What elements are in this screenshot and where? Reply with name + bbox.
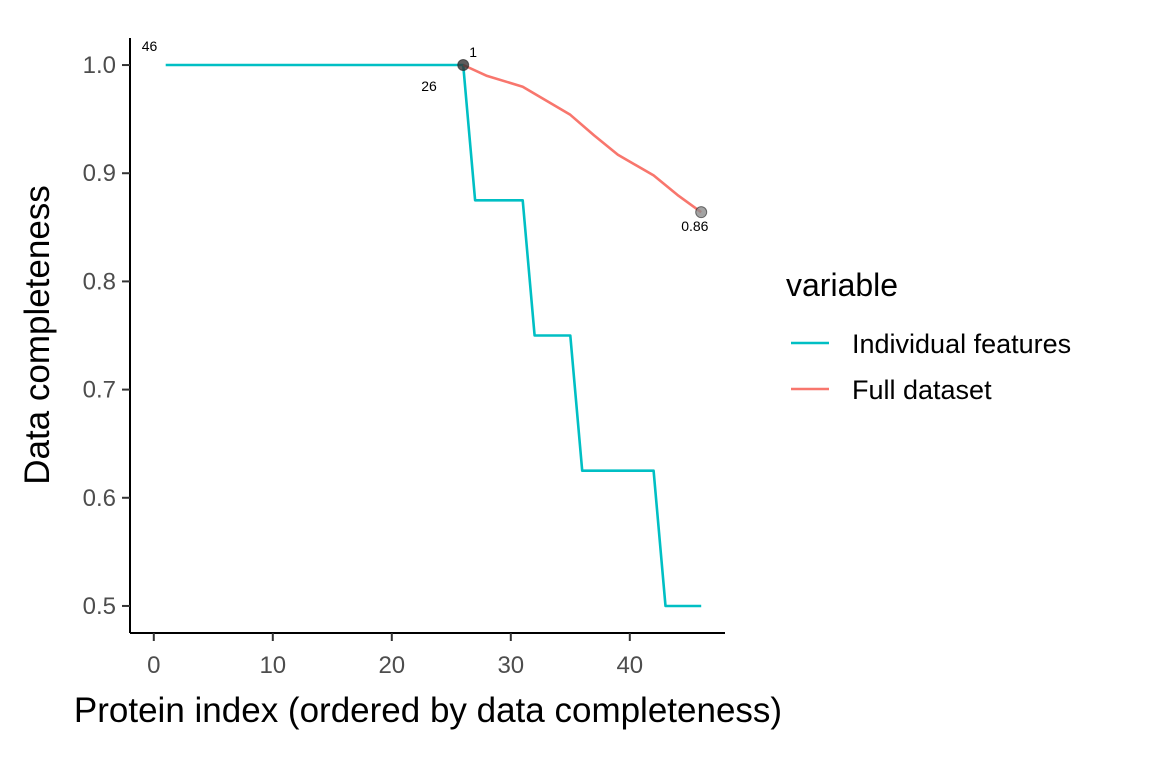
legend-title: variable (786, 267, 898, 303)
y-tick-label: 0.8 (83, 268, 116, 295)
y-tick-label: 1.0 (83, 52, 116, 79)
x-tick-label: 40 (616, 652, 643, 679)
series-line-individual-features (165, 63, 702, 608)
annotations: 46 1 26 0.86 (142, 38, 709, 234)
legend-label: Individual features (852, 329, 1071, 359)
y-tick-label: 0.6 (83, 485, 116, 512)
y-tick-label: 0.9 (83, 160, 116, 187)
x-tick-label: 0 (147, 652, 160, 679)
annotation-label: 26 (421, 78, 437, 94)
y-axis-title: Data completeness (18, 185, 57, 485)
tick-labels: 0 10 20 30 40 0.5 0.6 0.7 0.8 0.9 1.0 (83, 52, 644, 679)
annotation-label: 1 (469, 44, 477, 60)
x-axis-title: Protein index (ordered by data completen… (74, 691, 782, 730)
data-marks (165, 59, 708, 608)
x-tick-label: 20 (378, 652, 405, 679)
legend-entries: Individual features Full dataset (791, 329, 1071, 405)
y-tick-label: 0.5 (83, 593, 116, 620)
annotation-label: 0.86 (681, 218, 708, 234)
x-tick-label: 10 (259, 652, 286, 679)
point-marker (695, 206, 708, 219)
x-tick-label: 30 (497, 652, 524, 679)
annotation-label: 46 (142, 38, 158, 54)
series-line-full-dataset (462, 63, 702, 214)
point-marker (457, 59, 470, 72)
legend: variable Individual features Full dataset (786, 267, 1071, 405)
y-tick-label: 0.7 (83, 377, 116, 404)
legend-label: Full dataset (852, 375, 992, 405)
axes (129, 38, 725, 634)
